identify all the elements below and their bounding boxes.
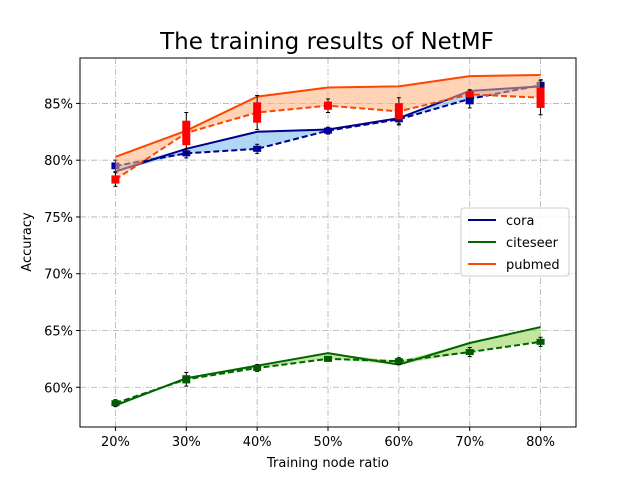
x-tick-label-5: 70% — [455, 435, 484, 450]
axis-ticks: 20% 30% 40% 50% 60% 70% 80% 60% 65% 70% 75% 80% 85% — [44, 97, 555, 450]
marker-pubmed-4 — [394, 103, 403, 120]
marker-citeseer-3 — [324, 355, 332, 362]
band-pubmed — [115, 75, 541, 180]
marker-cora-3 — [324, 127, 332, 134]
legend-box — [460, 207, 570, 277]
x-tick-label-2: 40% — [243, 435, 272, 450]
x-tick-label-4: 60% — [384, 435, 413, 450]
chart-title: The training results of NetMF — [159, 29, 494, 55]
marker-citeseer-5 — [465, 349, 474, 356]
y-tick-label-0: 60% — [44, 381, 73, 396]
marker-pubmed-2 — [253, 102, 262, 123]
marker-citeseer-1 — [182, 375, 191, 384]
marker-pubmed-1 — [182, 120, 191, 146]
marker-pubmed-3 — [324, 101, 332, 110]
legend: cora citeseer pubmed — [460, 207, 570, 277]
legend-label-pubmed: pubmed — [506, 258, 560, 273]
marker-citeseer-0 — [111, 400, 120, 407]
marker-cora-2 — [253, 145, 262, 152]
marker-citeseer-2 — [253, 364, 262, 371]
y-tick-label-5: 85% — [44, 97, 73, 112]
marker-citeseer-4 — [394, 358, 403, 365]
x-axis-label: Training node ratio — [266, 456, 389, 471]
legend-label-citeseer: citeseer — [506, 236, 559, 251]
y-tick-label-1: 65% — [44, 324, 73, 339]
x-tick-label-6: 80% — [526, 435, 555, 450]
y-tick-label-4: 80% — [44, 154, 73, 169]
legend-label-cora: cora — [506, 214, 534, 229]
x-tick-label-1: 30% — [172, 435, 201, 450]
y-tick-label-2: 70% — [44, 268, 73, 283]
marker-pubmed-6 — [536, 87, 545, 108]
x-tick-label-0: 20% — [101, 435, 130, 450]
marker-citeseer-6 — [536, 338, 545, 345]
marker-pubmed-0 — [111, 175, 120, 184]
marker-pubmed-5 — [465, 91, 474, 98]
plot-area — [80, 58, 576, 427]
y-tick-label-3: 75% — [44, 211, 73, 226]
y-axis-label: Accuracy — [20, 212, 35, 272]
x-tick-label-3: 50% — [314, 435, 343, 450]
band-cora — [115, 85, 541, 172]
